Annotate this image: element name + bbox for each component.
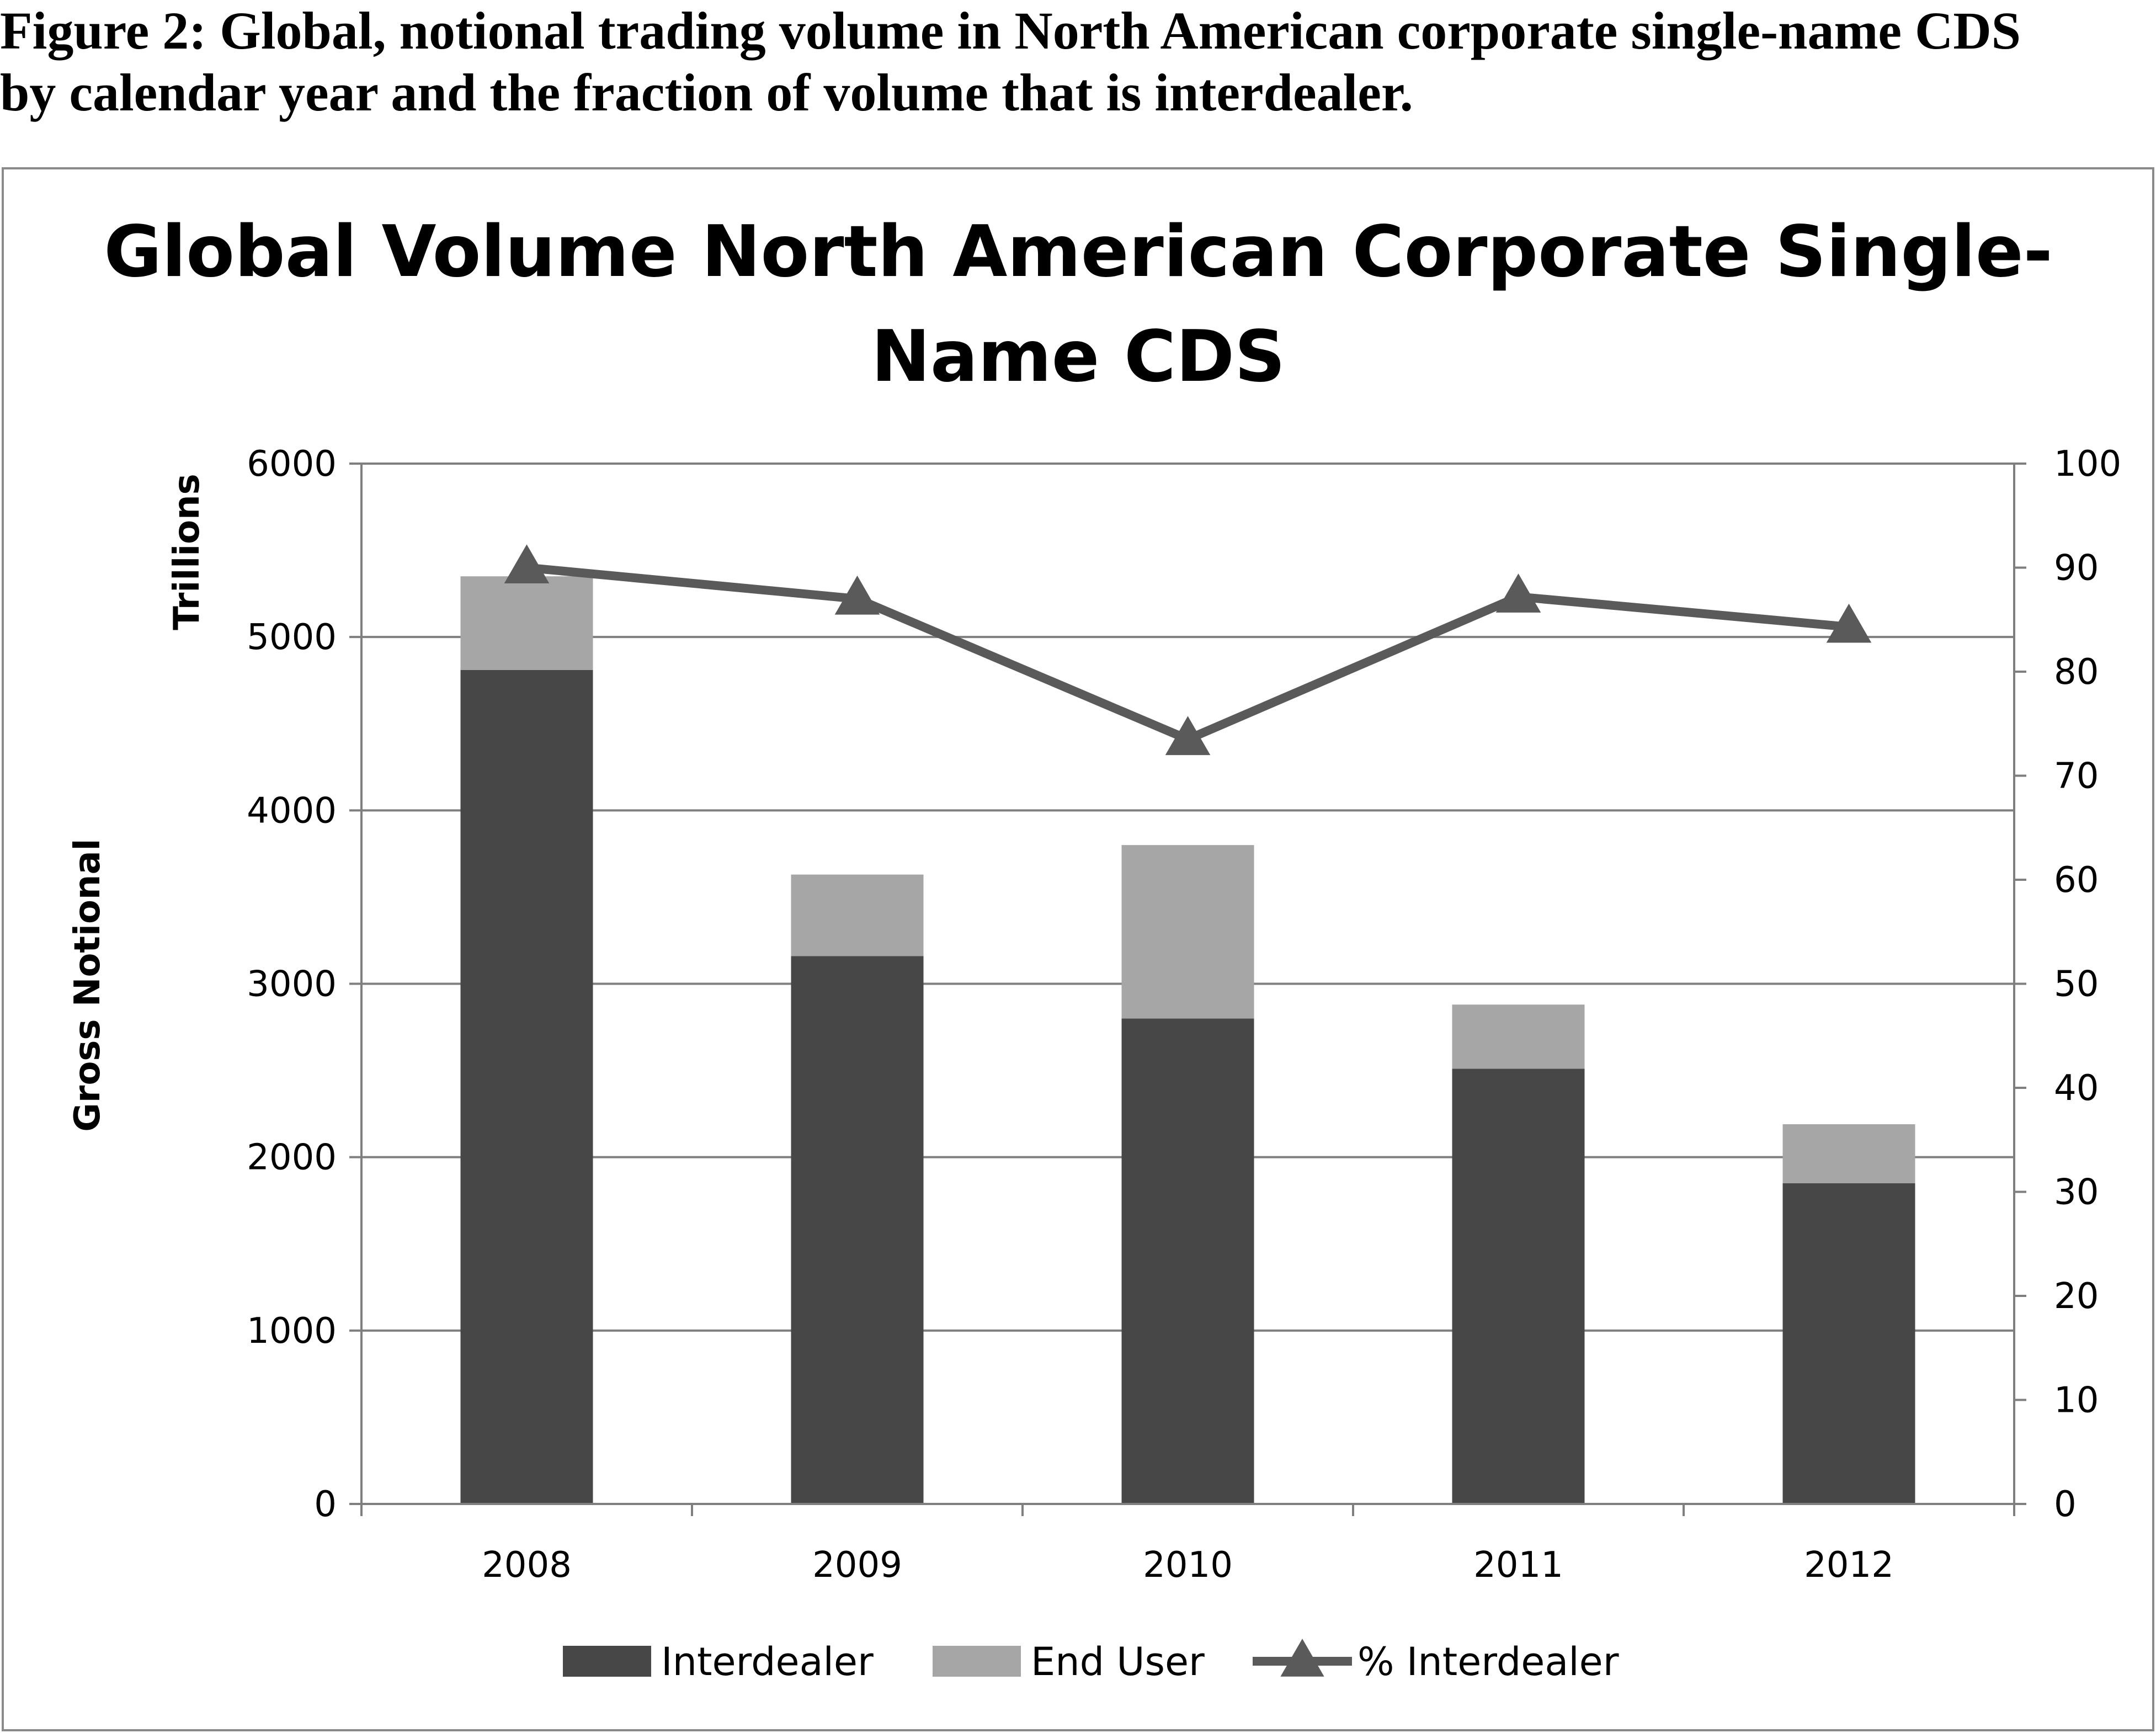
y2-tick-label: 60 <box>2054 860 2099 901</box>
y-tick-label: 5000 <box>247 617 337 658</box>
x-tick-label: 2012 <box>1804 1545 1894 1586</box>
axes-group <box>349 463 2026 1516</box>
y2-tick-label: 70 <box>2054 756 2099 797</box>
y-axis-label: Gross Notional <box>67 838 108 1131</box>
y2-tick-label: 10 <box>2054 1380 2099 1421</box>
bar-end-user-2010 <box>1121 845 1254 1019</box>
bar-end-user-2008 <box>460 576 593 670</box>
line-marker-2012 <box>1826 603 1872 643</box>
line-marker-2008 <box>504 544 550 584</box>
y-tick-label: 6000 <box>247 444 337 485</box>
y-tick-label: 4000 <box>247 790 337 831</box>
y2-tick-label: 20 <box>2054 1276 2099 1317</box>
x-tick-label: 2009 <box>812 1545 902 1586</box>
legend: Interdealer End User % Interdealer <box>563 1639 1619 1684</box>
y2-tick-label: 100 <box>2054 444 2121 485</box>
y-tick-label: 0 <box>314 1484 337 1525</box>
line-marker-2011 <box>1495 573 1541 613</box>
bar-end-user-2009 <box>791 874 924 956</box>
bar-end-user-2011 <box>1452 1004 1585 1069</box>
y2-tick-label: 90 <box>2054 548 2099 589</box>
legend-label-end-user: End User <box>1031 1639 1205 1684</box>
bar-interdealer-2011 <box>1452 1068 1585 1504</box>
legend-marker-interdealer <box>1280 1639 1324 1677</box>
y2-tick-label: 80 <box>2054 652 2099 693</box>
x-tick-label: 2010 <box>1143 1545 1233 1586</box>
bars-group <box>460 576 1915 1504</box>
line-marker-2010 <box>1165 716 1211 756</box>
y2-tick-label: 30 <box>2054 1172 2099 1213</box>
figure-caption: Figure 2: Global, notional trading volum… <box>0 0 2156 124</box>
caption-line-2: by calendar year and the fraction of vol… <box>0 63 1413 122</box>
y-axis-unit-label: Trillions <box>167 474 207 630</box>
y2-tick-label: 40 <box>2054 1068 2099 1109</box>
y-tick-label: 3000 <box>247 964 337 1005</box>
chart-title-line-1: Global Volume North American Corporate S… <box>104 211 2053 293</box>
line-marker-2009 <box>834 575 880 615</box>
x-tick-label: 2008 <box>482 1545 572 1586</box>
bar-interdealer-2012 <box>1782 1183 1915 1504</box>
bar-end-user-2012 <box>1782 1124 1915 1183</box>
y-tick-label: 2000 <box>247 1137 337 1178</box>
y2-tick-label: 0 <box>2054 1484 2077 1525</box>
legend-label-interdealer: % Interdealer <box>1358 1639 1619 1684</box>
line-series-group <box>504 544 1872 756</box>
caption-line-1: Figure 2: Global, notional trading volum… <box>0 1 2021 60</box>
legend-swatch-end-user <box>933 1646 1021 1677</box>
chart-title-line-2: Name CDS <box>871 316 1286 398</box>
legend-swatch-interdealer <box>563 1646 651 1677</box>
bar-interdealer-2010 <box>1121 1018 1254 1504</box>
legend-label-interdealer: Interdealer <box>661 1639 874 1684</box>
bar-interdealer-2008 <box>460 669 593 1504</box>
bar-interdealer-2009 <box>791 956 924 1504</box>
y-tick-label: 1000 <box>247 1311 337 1352</box>
tick-labels-group: 0 1000 2000 3000 4000 5000 6000 0 10 20 30 40 50 60 70… <box>247 444 2121 1586</box>
y2-tick-label: 50 <box>2054 964 2099 1005</box>
x-tick-label: 2011 <box>1473 1545 1563 1586</box>
